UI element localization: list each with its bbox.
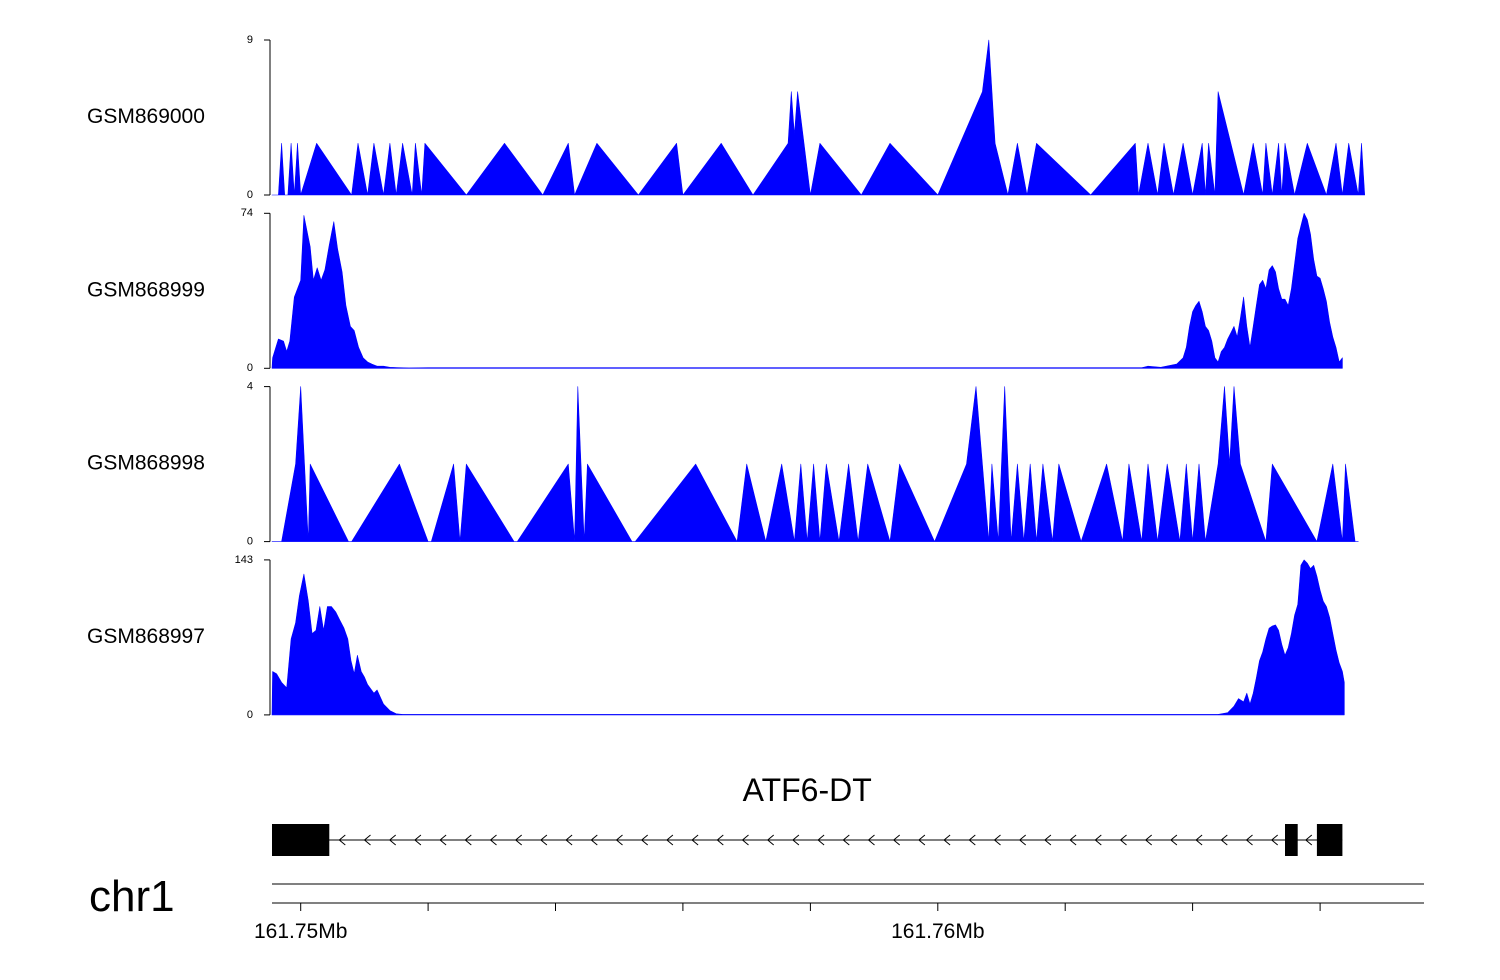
strand-arrow bbox=[565, 834, 573, 846]
y-axis-min-label: 0 bbox=[247, 709, 253, 721]
strand-arrow bbox=[363, 834, 371, 846]
strand-arrow bbox=[1018, 834, 1027, 846]
y-axis-max-label: 143 bbox=[235, 554, 253, 566]
strand-arrow bbox=[489, 834, 497, 846]
strand-arrow bbox=[1094, 834, 1102, 846]
strand-arrow bbox=[338, 834, 346, 846]
strand-arrow bbox=[464, 834, 472, 846]
strand-arrow bbox=[892, 834, 901, 846]
strand-arrow bbox=[1195, 834, 1203, 846]
strand-arrow bbox=[817, 834, 825, 846]
strand-arrow bbox=[590, 834, 598, 846]
gene-exon bbox=[1285, 824, 1298, 856]
strand-arrow bbox=[741, 834, 749, 846]
strand-arrow bbox=[388, 834, 397, 846]
strand-arrow bbox=[1044, 834, 1052, 846]
strand-arrow bbox=[918, 834, 926, 846]
gene-annotation-track: ATF6-DT bbox=[272, 772, 1343, 856]
chromosome-label: chr1 bbox=[89, 872, 175, 921]
strand-arrow bbox=[1270, 834, 1279, 846]
signal-area bbox=[271, 39, 1365, 196]
strand-arrow bbox=[1119, 834, 1127, 846]
gene-exon bbox=[272, 824, 330, 856]
signal-tracks: GSM86900090GSM868999740GSM86899840GSM868… bbox=[87, 34, 1365, 721]
track-gsm868999: GSM868999 74 0 bbox=[87, 207, 1343, 374]
gene-label: ATF6-DT bbox=[743, 772, 872, 808]
strand-arrow bbox=[691, 834, 699, 846]
gene-exon bbox=[1316, 824, 1343, 856]
strand-arrow bbox=[867, 834, 875, 846]
signal-area bbox=[271, 559, 1345, 716]
strand-arrow bbox=[615, 834, 623, 846]
genome-axis: chr1 161.75Mb 161.76Mb bbox=[89, 872, 1424, 943]
strand-arrow bbox=[792, 834, 800, 846]
track-label: GSM868998 bbox=[87, 452, 205, 475]
track-gsm868997: GSM868997 143 0 bbox=[87, 554, 1345, 721]
coordinate-tick-label: 161.76Mb bbox=[891, 920, 984, 943]
strand-arrow bbox=[968, 834, 976, 846]
track-label: GSM868999 bbox=[87, 278, 205, 301]
strand-arrow bbox=[842, 834, 850, 846]
coordinate-tick-label: 161.75Mb bbox=[254, 920, 347, 943]
track-gsm869000: GSM869000 9 0 bbox=[87, 34, 1365, 201]
track-label: GSM868997 bbox=[87, 625, 205, 648]
strand-arrow bbox=[1144, 834, 1153, 846]
y-axis-min-label: 0 bbox=[247, 536, 253, 548]
strand-arrow bbox=[640, 834, 649, 846]
signal-area bbox=[271, 386, 1359, 542]
strand-arrow bbox=[1245, 834, 1253, 846]
strand-arrow bbox=[1170, 834, 1178, 846]
strand-arrow bbox=[1069, 834, 1077, 846]
strand-arrow bbox=[993, 834, 1001, 846]
strand-arrow bbox=[540, 834, 548, 846]
strand-arrow bbox=[1220, 834, 1228, 846]
y-axis-min-label: 0 bbox=[247, 362, 253, 374]
track-label: GSM869000 bbox=[87, 105, 205, 128]
strand-arrow bbox=[414, 834, 422, 846]
strand-arrow bbox=[666, 834, 674, 846]
strand-arrow bbox=[514, 834, 523, 846]
strand-arrow bbox=[766, 834, 775, 846]
track-gsm868998: GSM868998 4 0 bbox=[87, 381, 1359, 548]
strand-arrow bbox=[1305, 834, 1313, 846]
y-axis-max-label: 9 bbox=[247, 34, 253, 46]
strand-arrow bbox=[716, 834, 724, 846]
y-axis-max-label: 4 bbox=[247, 381, 253, 393]
strand-arrow bbox=[943, 834, 951, 846]
strand-arrow bbox=[439, 834, 447, 846]
y-axis-max-label: 74 bbox=[241, 207, 253, 219]
signal-area bbox=[271, 213, 1343, 369]
y-axis-min-label: 0 bbox=[247, 189, 253, 201]
